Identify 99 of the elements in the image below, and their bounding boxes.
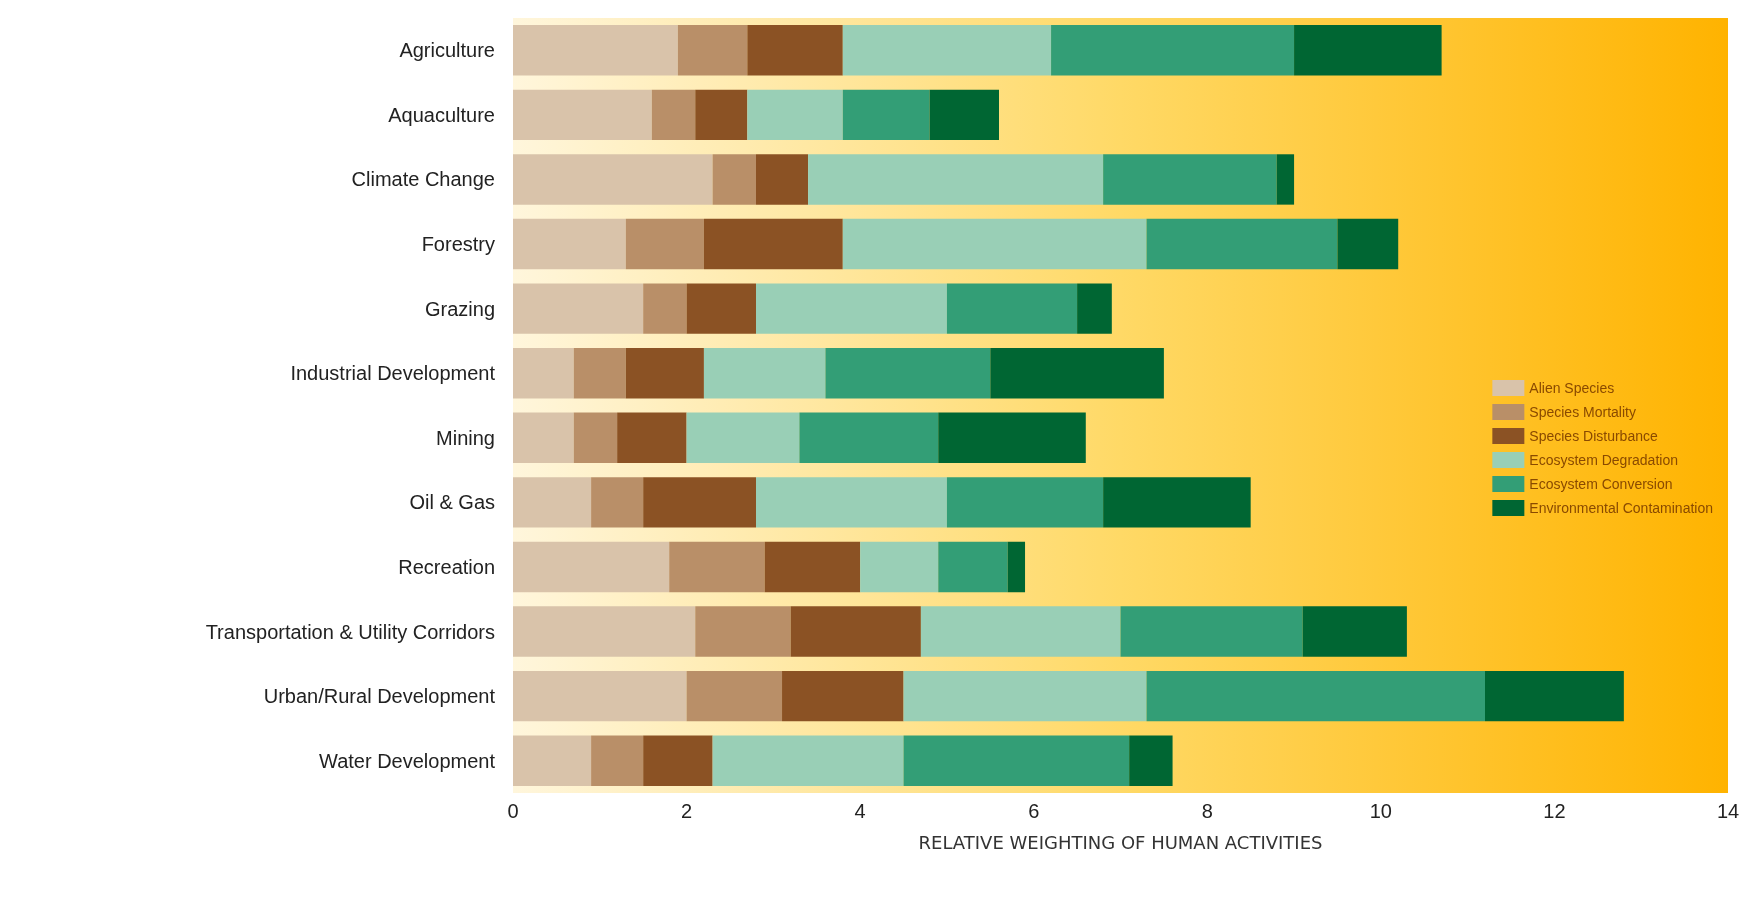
- bar: [903, 670, 1147, 722]
- bar: [643, 283, 687, 334]
- bar: [782, 670, 904, 722]
- bar: [513, 283, 644, 334]
- bar: [513, 89, 652, 141]
- bar: [643, 735, 713, 786]
- bar: [513, 218, 626, 270]
- bar: [938, 412, 1086, 463]
- bar: [938, 541, 1008, 593]
- bar: [1129, 735, 1173, 786]
- x-tick-label: 14: [1716, 800, 1740, 822]
- bar: [1294, 25, 1442, 76]
- x-tick-label: 12: [1543, 800, 1566, 822]
- bar: [903, 735, 1130, 786]
- bar: [1103, 477, 1251, 528]
- y-tick-label: Oil & Gas: [409, 491, 495, 514]
- legend-label: Species Mortality: [1529, 404, 1636, 420]
- bar: [842, 25, 1052, 76]
- bar: [573, 348, 626, 399]
- y-tick-label: Transportation & Utility Corridors: [205, 620, 495, 643]
- bar: [703, 348, 826, 399]
- bar: [573, 412, 618, 463]
- bar: [1120, 606, 1303, 657]
- bar: [842, 89, 930, 141]
- bar: [1007, 541, 1026, 593]
- bar: [1302, 606, 1407, 657]
- bar: [669, 541, 765, 593]
- bar: [860, 541, 939, 593]
- bar: [617, 412, 687, 463]
- bar: [1103, 154, 1277, 205]
- bar: [643, 477, 756, 528]
- bar: [756, 477, 947, 528]
- bar: [513, 412, 574, 463]
- bar: [946, 477, 1104, 528]
- y-tick-label: Industrial Development: [290, 362, 496, 385]
- x-tick-label: 10: [1369, 800, 1392, 822]
- bar: [591, 477, 644, 528]
- bar: [756, 283, 947, 334]
- bar: [712, 154, 756, 205]
- bar: [677, 25, 748, 76]
- x-axis-title: RELATIVE WEIGHTING OF HUMAN ACTIVITIES: [918, 831, 1323, 853]
- legend-label: Alien Species: [1529, 380, 1615, 396]
- bar: [513, 670, 687, 722]
- bar: [513, 477, 592, 528]
- y-tick-label: Urban/Rural Development: [263, 685, 496, 708]
- bar: [790, 606, 921, 657]
- bar: [625, 218, 704, 270]
- bar: [1077, 283, 1112, 334]
- bar: [1146, 218, 1338, 270]
- bar: [929, 89, 999, 141]
- bar: [1337, 218, 1399, 270]
- x-tick-label: 8: [1201, 800, 1213, 822]
- x-tick-label: 4: [854, 800, 866, 822]
- bar: [756, 154, 809, 205]
- bar: [686, 412, 800, 463]
- y-tick-label: Grazing: [424, 297, 495, 320]
- bar: [513, 606, 696, 657]
- bar: [990, 348, 1164, 399]
- bar: [799, 412, 939, 463]
- legend-label: Environmental Contamination: [1529, 500, 1713, 516]
- y-tick-label: Forestry: [421, 233, 495, 256]
- y-tick-label: Climate Change: [351, 168, 495, 191]
- bar: [747, 89, 843, 141]
- y-tick-label: Aquaculture: [388, 103, 495, 126]
- bar: [1051, 25, 1295, 76]
- bar: [842, 218, 1147, 270]
- x-tick-label: 2: [681, 800, 693, 822]
- bar: [513, 735, 592, 786]
- bar: [513, 154, 713, 205]
- y-tick-label: Agriculture: [399, 39, 495, 62]
- bar: [695, 606, 791, 657]
- bar: [625, 348, 704, 399]
- bar: [703, 218, 843, 270]
- legend-label: Species Disturbance: [1529, 428, 1658, 444]
- bar: [513, 25, 678, 76]
- bar: [764, 541, 861, 593]
- bar: [747, 25, 843, 76]
- bar: [591, 735, 644, 786]
- x-tick-label: 6: [1028, 800, 1040, 822]
- bar: [651, 89, 696, 141]
- bar: [946, 283, 1078, 334]
- bar: [920, 606, 1121, 657]
- bar: [1485, 670, 1624, 722]
- bar: [1146, 670, 1485, 722]
- bar: [825, 348, 991, 399]
- bar: [695, 89, 748, 141]
- legend-label: Ecosystem Conversion: [1529, 476, 1673, 492]
- y-tick-label: Mining: [436, 426, 495, 449]
- y-tick-label: Recreation: [398, 555, 495, 578]
- bar: [513, 348, 574, 399]
- bar: [686, 670, 783, 722]
- bar: [513, 541, 670, 593]
- y-tick-label: Water Development: [319, 749, 496, 772]
- bar: [808, 154, 1104, 205]
- legend-label: Ecosystem Degradation: [1529, 452, 1678, 468]
- bar: [686, 283, 756, 334]
- x-tick-label: 0: [507, 800, 519, 822]
- bar: [712, 735, 904, 786]
- bar: [1276, 154, 1295, 205]
